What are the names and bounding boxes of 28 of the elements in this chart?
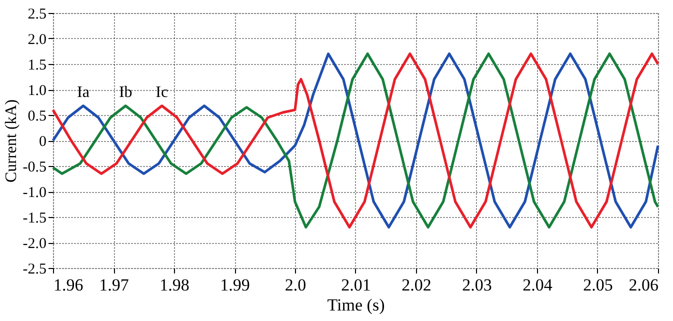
x-tick-label: 1.98 (160, 276, 190, 294)
annotation: Ic (156, 84, 168, 101)
y-tick-label: 2.5 (28, 6, 46, 22)
x-tick-label: 2.06 (628, 276, 658, 294)
y-axis-title: Current (kA) (2, 99, 20, 183)
x-tick-label: 2.01 (341, 276, 371, 294)
y-tick-label: -0.5 (22, 160, 46, 176)
y-tick-label: -1.5 (22, 210, 46, 226)
x-tick-label: 2.03 (462, 276, 492, 294)
y-tick-label: 0 (39, 134, 46, 150)
annotation: Ia (77, 84, 90, 101)
x-tick-label: 1.99 (220, 276, 250, 294)
annotation: Ib (118, 84, 132, 101)
x-axis-title: Time (s) (327, 296, 385, 314)
x-tick-label: 2.04 (522, 276, 553, 294)
y-tick-label: -2.5 (22, 262, 46, 278)
y-tick-label: 2.0 (28, 32, 46, 48)
x-tick-label: 2.0 (284, 276, 306, 294)
x-tick-label: 2.02 (402, 276, 432, 294)
x-tick-label: 2.05 (583, 276, 613, 294)
y-tick-label: -1.0 (22, 185, 46, 201)
y-tick-label: 0.5 (28, 108, 46, 124)
x-tick-label: 1.96 (54, 276, 84, 294)
y-tick-label: 1.5 (28, 58, 46, 74)
x-tick-label: 1.97 (99, 276, 130, 294)
y-tick-label: -2.0 (22, 236, 46, 252)
y-tick-label: 1.0 (28, 83, 46, 99)
line-series (52, 52, 660, 228)
